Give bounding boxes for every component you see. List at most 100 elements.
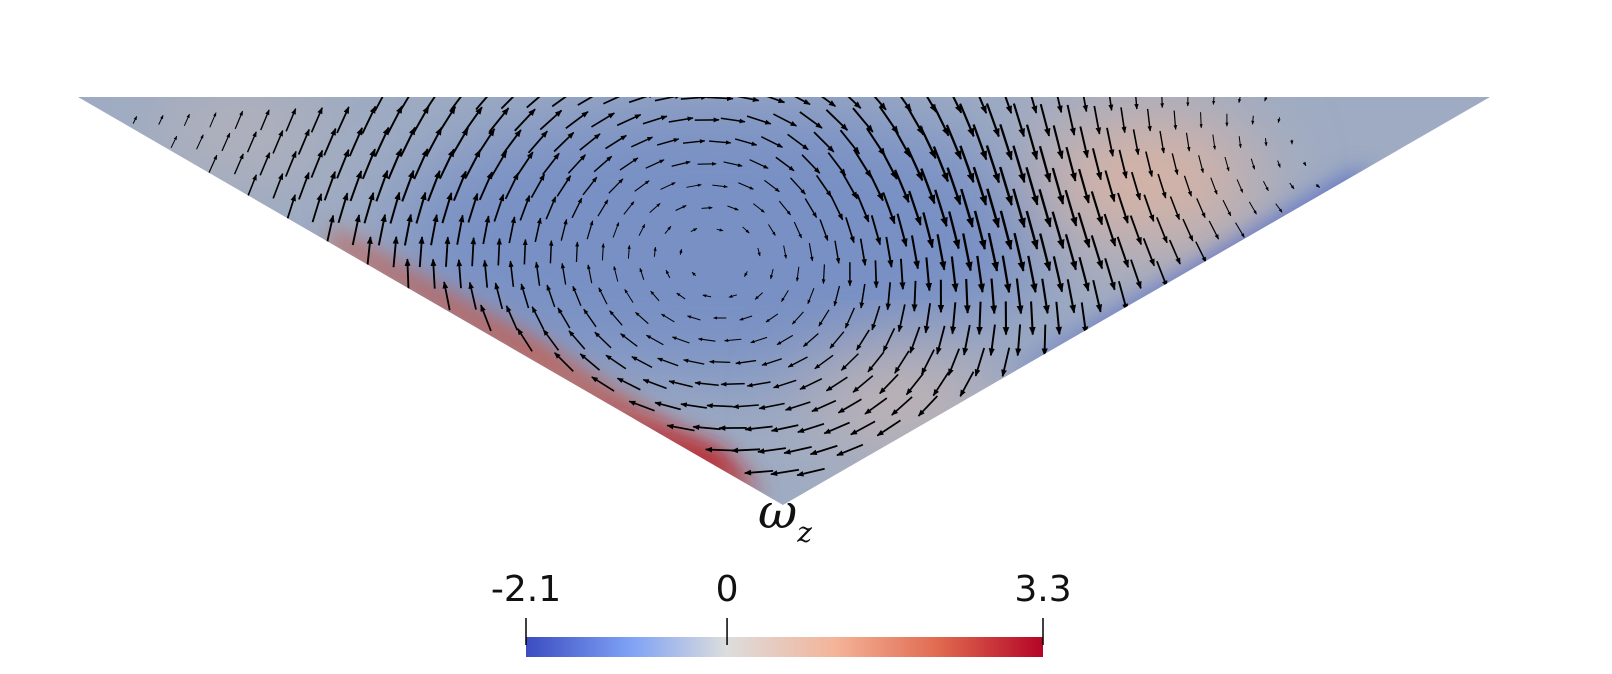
velocity-arrow (1145, 151, 1154, 178)
velocity-arrow (488, 107, 510, 133)
velocity-arrow (246, 131, 257, 153)
velocity-arrow (999, 210, 1013, 251)
velocity-arrow (500, 97, 524, 110)
velocity-arrow (634, 180, 650, 192)
velocity-arrow (505, 305, 519, 331)
velocity-arrow (724, 338, 742, 343)
velocity-arrow (1104, 258, 1116, 291)
velocity-arrow (680, 97, 708, 101)
velocity-arrow (666, 423, 695, 432)
velocity-arrow (829, 331, 845, 349)
velocity-arrow (694, 380, 719, 386)
velocity-arrow (999, 97, 1013, 114)
velocity-arrow (453, 170, 467, 202)
velocity-arrow (1248, 201, 1257, 215)
velocity-arrow (896, 213, 908, 248)
velocity-arrow (882, 192, 896, 225)
velocity-arrow (809, 444, 838, 456)
velocity-arrow (932, 146, 950, 183)
velocity-arrow (442, 281, 451, 311)
velocity-arrow (799, 378, 823, 390)
velocity-arrow (613, 266, 619, 282)
velocity-arrow (1117, 192, 1129, 224)
velocity-arrow (546, 284, 556, 308)
velocity-arrow (620, 333, 638, 347)
velocity-arrow (1132, 129, 1140, 156)
velocity-arrow (723, 161, 743, 167)
velocity-arrow (746, 381, 771, 388)
velocity-arrow (882, 328, 896, 353)
velocity-arrow (572, 285, 582, 306)
velocity-arrow (744, 469, 774, 476)
velocity-arrow (945, 124, 963, 160)
velocity-arrow (728, 294, 738, 298)
velocity-arrow (972, 124, 988, 161)
velocity-arrow (841, 172, 858, 200)
velocity-arrow (959, 371, 975, 397)
velocity-arrow (361, 148, 376, 180)
velocity-arrow (571, 197, 583, 219)
colorbar-subscript: z (796, 516, 812, 549)
velocity-arrow (732, 403, 759, 410)
velocity-arrow (639, 267, 645, 280)
velocity-arrow (493, 193, 505, 222)
velocity-arrow (1012, 188, 1026, 229)
velocity-arrow (399, 126, 416, 157)
velocity-arrow (234, 110, 244, 130)
velocity-arrow (827, 152, 847, 176)
velocity-arrow (664, 225, 672, 235)
velocity-arrow (1026, 97, 1038, 114)
velocity-arrow (1171, 153, 1179, 176)
velocity-arrow (836, 443, 864, 457)
velocity-arrow (351, 214, 361, 246)
velocity-arrow (642, 378, 667, 390)
velocity-arrow (272, 130, 284, 154)
velocity-arrow (720, 381, 745, 387)
velocity-arrow (668, 380, 693, 388)
velocity-arrow (1117, 281, 1129, 312)
velocity-arrow (920, 349, 935, 375)
velocity-arrows (132, 97, 1321, 477)
velocity-arrow (834, 240, 841, 264)
velocity-arrow (1157, 173, 1167, 199)
velocity-arrow (638, 223, 646, 236)
colorbar-ticks: -2.1 0 3.3 (491, 569, 1072, 645)
velocity-arrow (323, 127, 337, 156)
velocity-arrow (531, 306, 545, 330)
velocity-arrow (879, 373, 899, 395)
velocity-arrow (772, 113, 798, 127)
velocity-arrow (852, 375, 874, 393)
velocity-arrow (597, 199, 609, 217)
velocity-arrow (845, 217, 855, 244)
colorbar-tick-label: -2.1 (491, 569, 561, 610)
velocity-arrow (478, 171, 493, 201)
velocity-arrow (1012, 145, 1026, 184)
velocity-arrow (336, 148, 350, 179)
velocity-arrow (739, 315, 753, 321)
velocity-arrow (311, 193, 323, 223)
velocity-arrow (859, 283, 866, 309)
velocity-arrow (1041, 278, 1050, 315)
velocity-arrow (894, 350, 910, 374)
velocity-arrow (787, 133, 809, 151)
velocity-arrow (986, 188, 1000, 229)
velocity-arrow (825, 109, 849, 131)
velocity-arrow (425, 126, 443, 157)
velocity-arrow (668, 116, 694, 123)
velocity-arrow (1055, 301, 1062, 335)
velocity-arrow (859, 238, 867, 266)
velocity-arrow (412, 105, 430, 135)
velocity-arrow (821, 264, 826, 285)
velocity-arrow (856, 193, 870, 223)
velocity-arrow (392, 236, 399, 268)
velocity-arrow (1066, 104, 1076, 136)
velocity-arrow (1116, 236, 1130, 268)
velocity-arrow (504, 172, 520, 200)
velocity-arrow (1142, 237, 1156, 267)
velocity-arrow (775, 156, 795, 172)
velocity-arrow (587, 264, 593, 284)
vorticity-field (78, 97, 1490, 505)
velocity-arrow (960, 188, 974, 228)
velocity-arrow (850, 420, 876, 436)
velocity-arrow (923, 303, 932, 334)
